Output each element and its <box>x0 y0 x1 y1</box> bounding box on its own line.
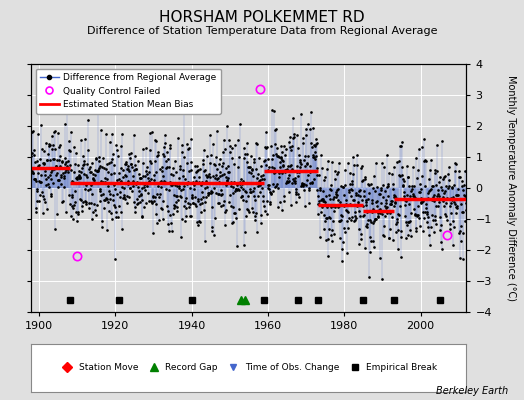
Legend: Station Move, Record Gap, Time of Obs. Change, Empirical Break: Station Move, Record Gap, Time of Obs. C… <box>57 360 441 376</box>
Text: Difference of Station Temperature Data from Regional Average: Difference of Station Temperature Data f… <box>87 26 437 36</box>
Y-axis label: Monthly Temperature Anomaly Difference (°C): Monthly Temperature Anomaly Difference (… <box>506 75 516 301</box>
Text: Berkeley Earth: Berkeley Earth <box>436 386 508 396</box>
Text: HORSHAM POLKEMMET RD: HORSHAM POLKEMMET RD <box>159 10 365 25</box>
Legend: Difference from Regional Average, Quality Control Failed, Estimated Station Mean: Difference from Regional Average, Qualit… <box>36 68 221 114</box>
